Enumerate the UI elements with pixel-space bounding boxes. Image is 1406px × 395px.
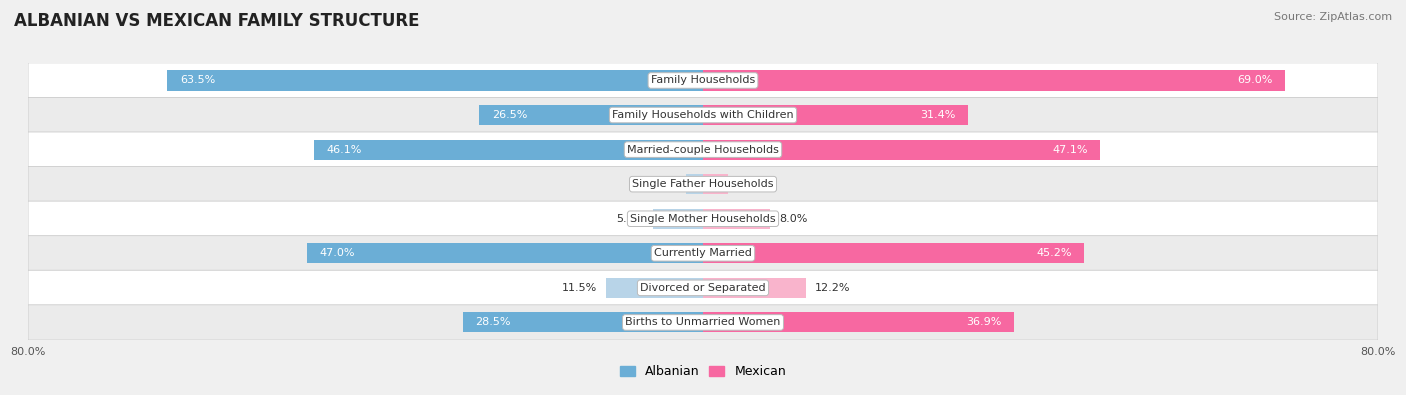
Text: 69.0%: 69.0% [1237,75,1272,85]
Text: Divorced or Separated: Divorced or Separated [640,283,766,293]
Text: 3.0%: 3.0% [737,179,765,189]
Text: Single Mother Households: Single Mother Households [630,214,776,224]
Bar [307,243,703,263]
Text: 47.0%: 47.0% [319,248,354,258]
Text: 8.0%: 8.0% [779,214,807,224]
FancyBboxPatch shape [28,305,1378,340]
Bar [703,312,1014,333]
FancyBboxPatch shape [28,63,1378,98]
Text: 31.4%: 31.4% [920,110,955,120]
Bar [479,105,703,125]
FancyBboxPatch shape [28,236,1378,271]
Text: Currently Married: Currently Married [654,248,752,258]
Bar [314,139,703,160]
Text: Family Households: Family Households [651,75,755,85]
FancyBboxPatch shape [28,201,1378,236]
Text: 2.0%: 2.0% [650,179,678,189]
Bar [606,278,703,298]
Bar [703,139,1101,160]
Text: Source: ZipAtlas.com: Source: ZipAtlas.com [1274,12,1392,22]
Text: ALBANIAN VS MEXICAN FAMILY STRUCTURE: ALBANIAN VS MEXICAN FAMILY STRUCTURE [14,12,419,30]
Legend: Albanian, Mexican: Albanian, Mexican [614,360,792,383]
Bar [654,209,703,229]
Bar [703,70,1285,90]
Text: 47.1%: 47.1% [1052,145,1088,154]
Bar [703,243,1084,263]
Text: 11.5%: 11.5% [562,283,598,293]
Bar [703,209,770,229]
Text: 5.9%: 5.9% [616,214,645,224]
Text: 45.2%: 45.2% [1036,248,1071,258]
FancyBboxPatch shape [28,270,1378,305]
FancyBboxPatch shape [28,167,1378,202]
Text: 12.2%: 12.2% [814,283,849,293]
Text: Births to Unmarried Women: Births to Unmarried Women [626,318,780,327]
Text: Family Households with Children: Family Households with Children [612,110,794,120]
Bar [167,70,703,90]
Text: 63.5%: 63.5% [180,75,215,85]
Text: 28.5%: 28.5% [475,318,510,327]
Text: 36.9%: 36.9% [966,318,1001,327]
Text: 46.1%: 46.1% [326,145,363,154]
Text: Married-couple Households: Married-couple Households [627,145,779,154]
Text: Single Father Households: Single Father Households [633,179,773,189]
Bar [703,278,806,298]
Text: 26.5%: 26.5% [492,110,527,120]
FancyBboxPatch shape [28,132,1378,167]
Bar [686,174,703,194]
Bar [463,312,703,333]
Bar [703,174,728,194]
Bar [703,105,967,125]
FancyBboxPatch shape [28,98,1378,133]
